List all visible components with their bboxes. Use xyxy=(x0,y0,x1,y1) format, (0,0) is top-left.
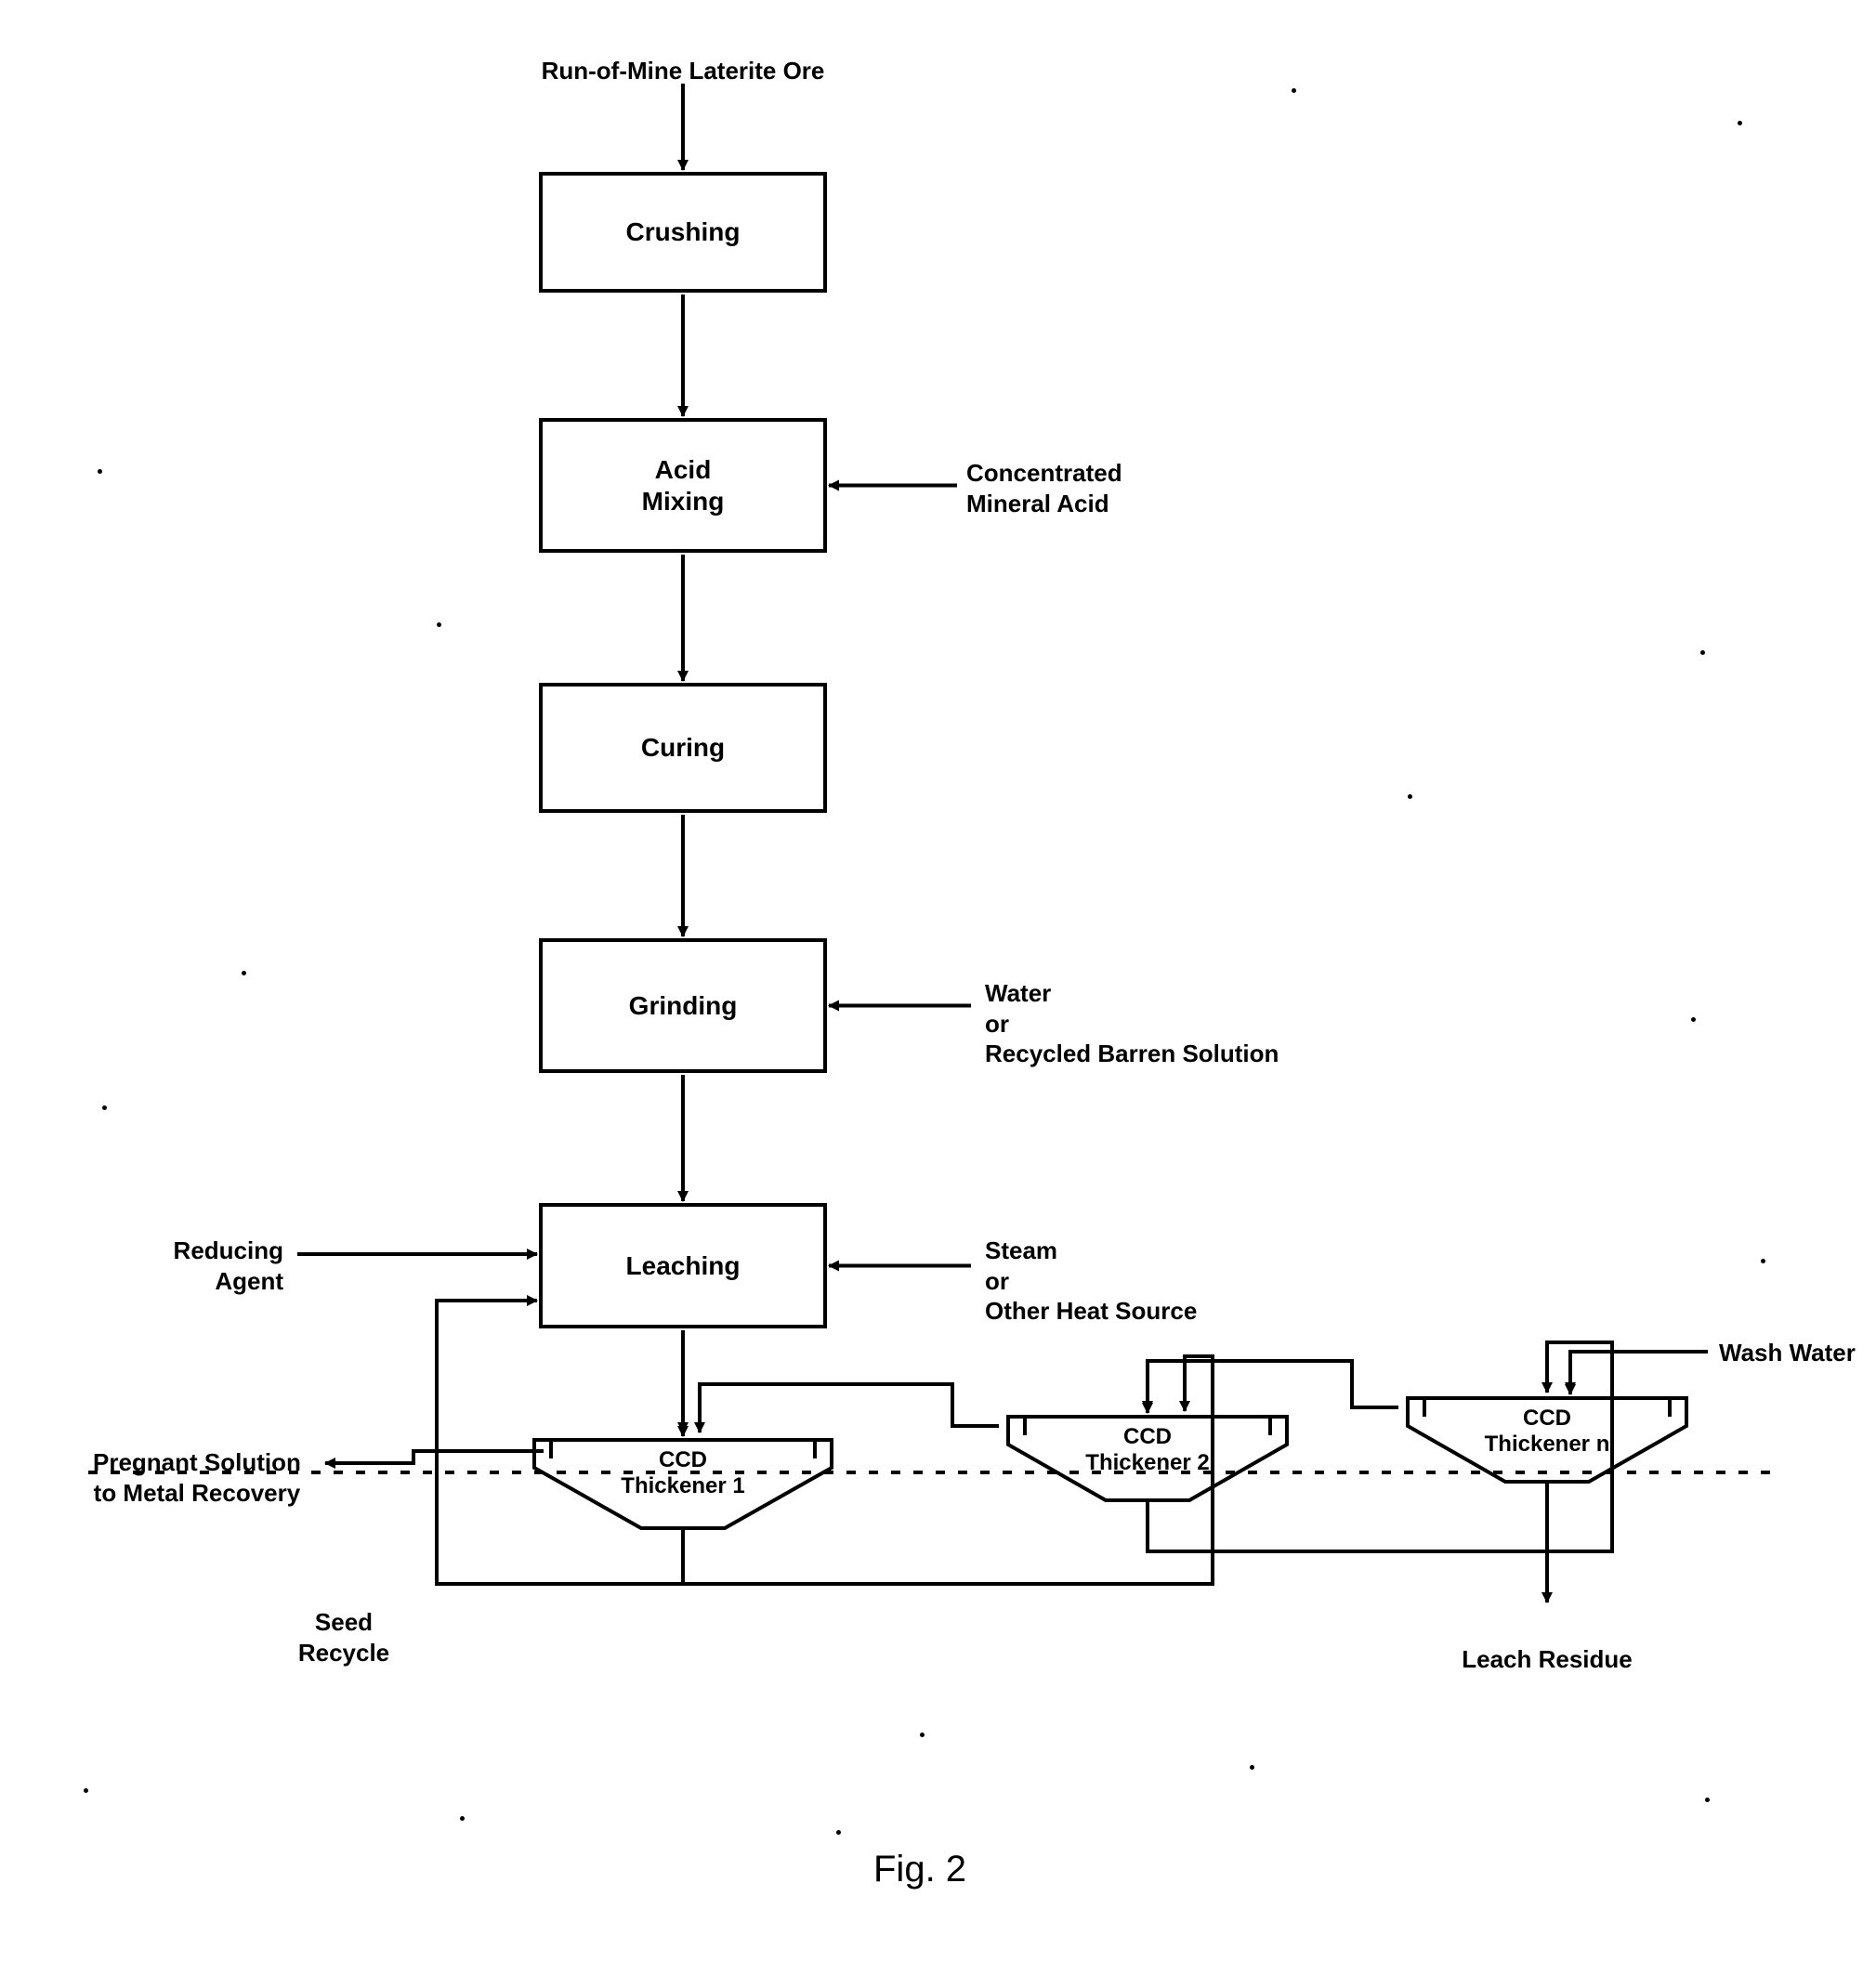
flowchart-canvas: Crushing Acid Mixing Curing Grinding Lea… xyxy=(0,0,1876,1988)
box-curing: Curing xyxy=(539,683,827,813)
box-leaching-label: Leaching xyxy=(626,1250,741,1282)
label-wash-water: Wash Water xyxy=(1719,1338,1856,1368)
box-acid-mixing: Acid Mixing xyxy=(539,418,827,553)
label-water: Water or Recycled Barren Solution xyxy=(985,978,1279,1069)
box-curing-label: Curing xyxy=(641,732,725,764)
box-leaching: Leaching xyxy=(539,1203,827,1328)
label-ccd-thickener-n: CCD Thickener n xyxy=(1445,1406,1649,1457)
label-concentrated-acid: Concentrated Mineral Acid xyxy=(966,458,1122,518)
flowchart-svg xyxy=(0,0,1876,1988)
label-reducing-agent: Reducing Agent xyxy=(174,1236,283,1296)
box-crushing-label: Crushing xyxy=(626,216,741,248)
box-grinding: Grinding xyxy=(539,938,827,1073)
label-ccd-thickener-1: CCD Thickener 1 xyxy=(581,1447,785,1498)
label-feed: Run-of-Mine Laterite Ore xyxy=(451,56,915,86)
label-pregnant-solution: Pregnant Solution to Metal Recovery xyxy=(93,1447,301,1508)
box-crushing: Crushing xyxy=(539,172,827,293)
figure-caption: Fig. 2 xyxy=(873,1849,966,1890)
box-grinding-label: Grinding xyxy=(629,990,738,1022)
box-acidmix-label: Acid Mixing xyxy=(642,454,725,517)
label-ccd-thickener-2: CCD Thickener 2 xyxy=(1045,1424,1250,1475)
label-steam: Steam or Other Heat Source xyxy=(985,1236,1197,1327)
label-leach-residue: Leach Residue xyxy=(1315,1644,1779,1675)
label-seed-recycle: Seed Recycle xyxy=(112,1607,576,1668)
